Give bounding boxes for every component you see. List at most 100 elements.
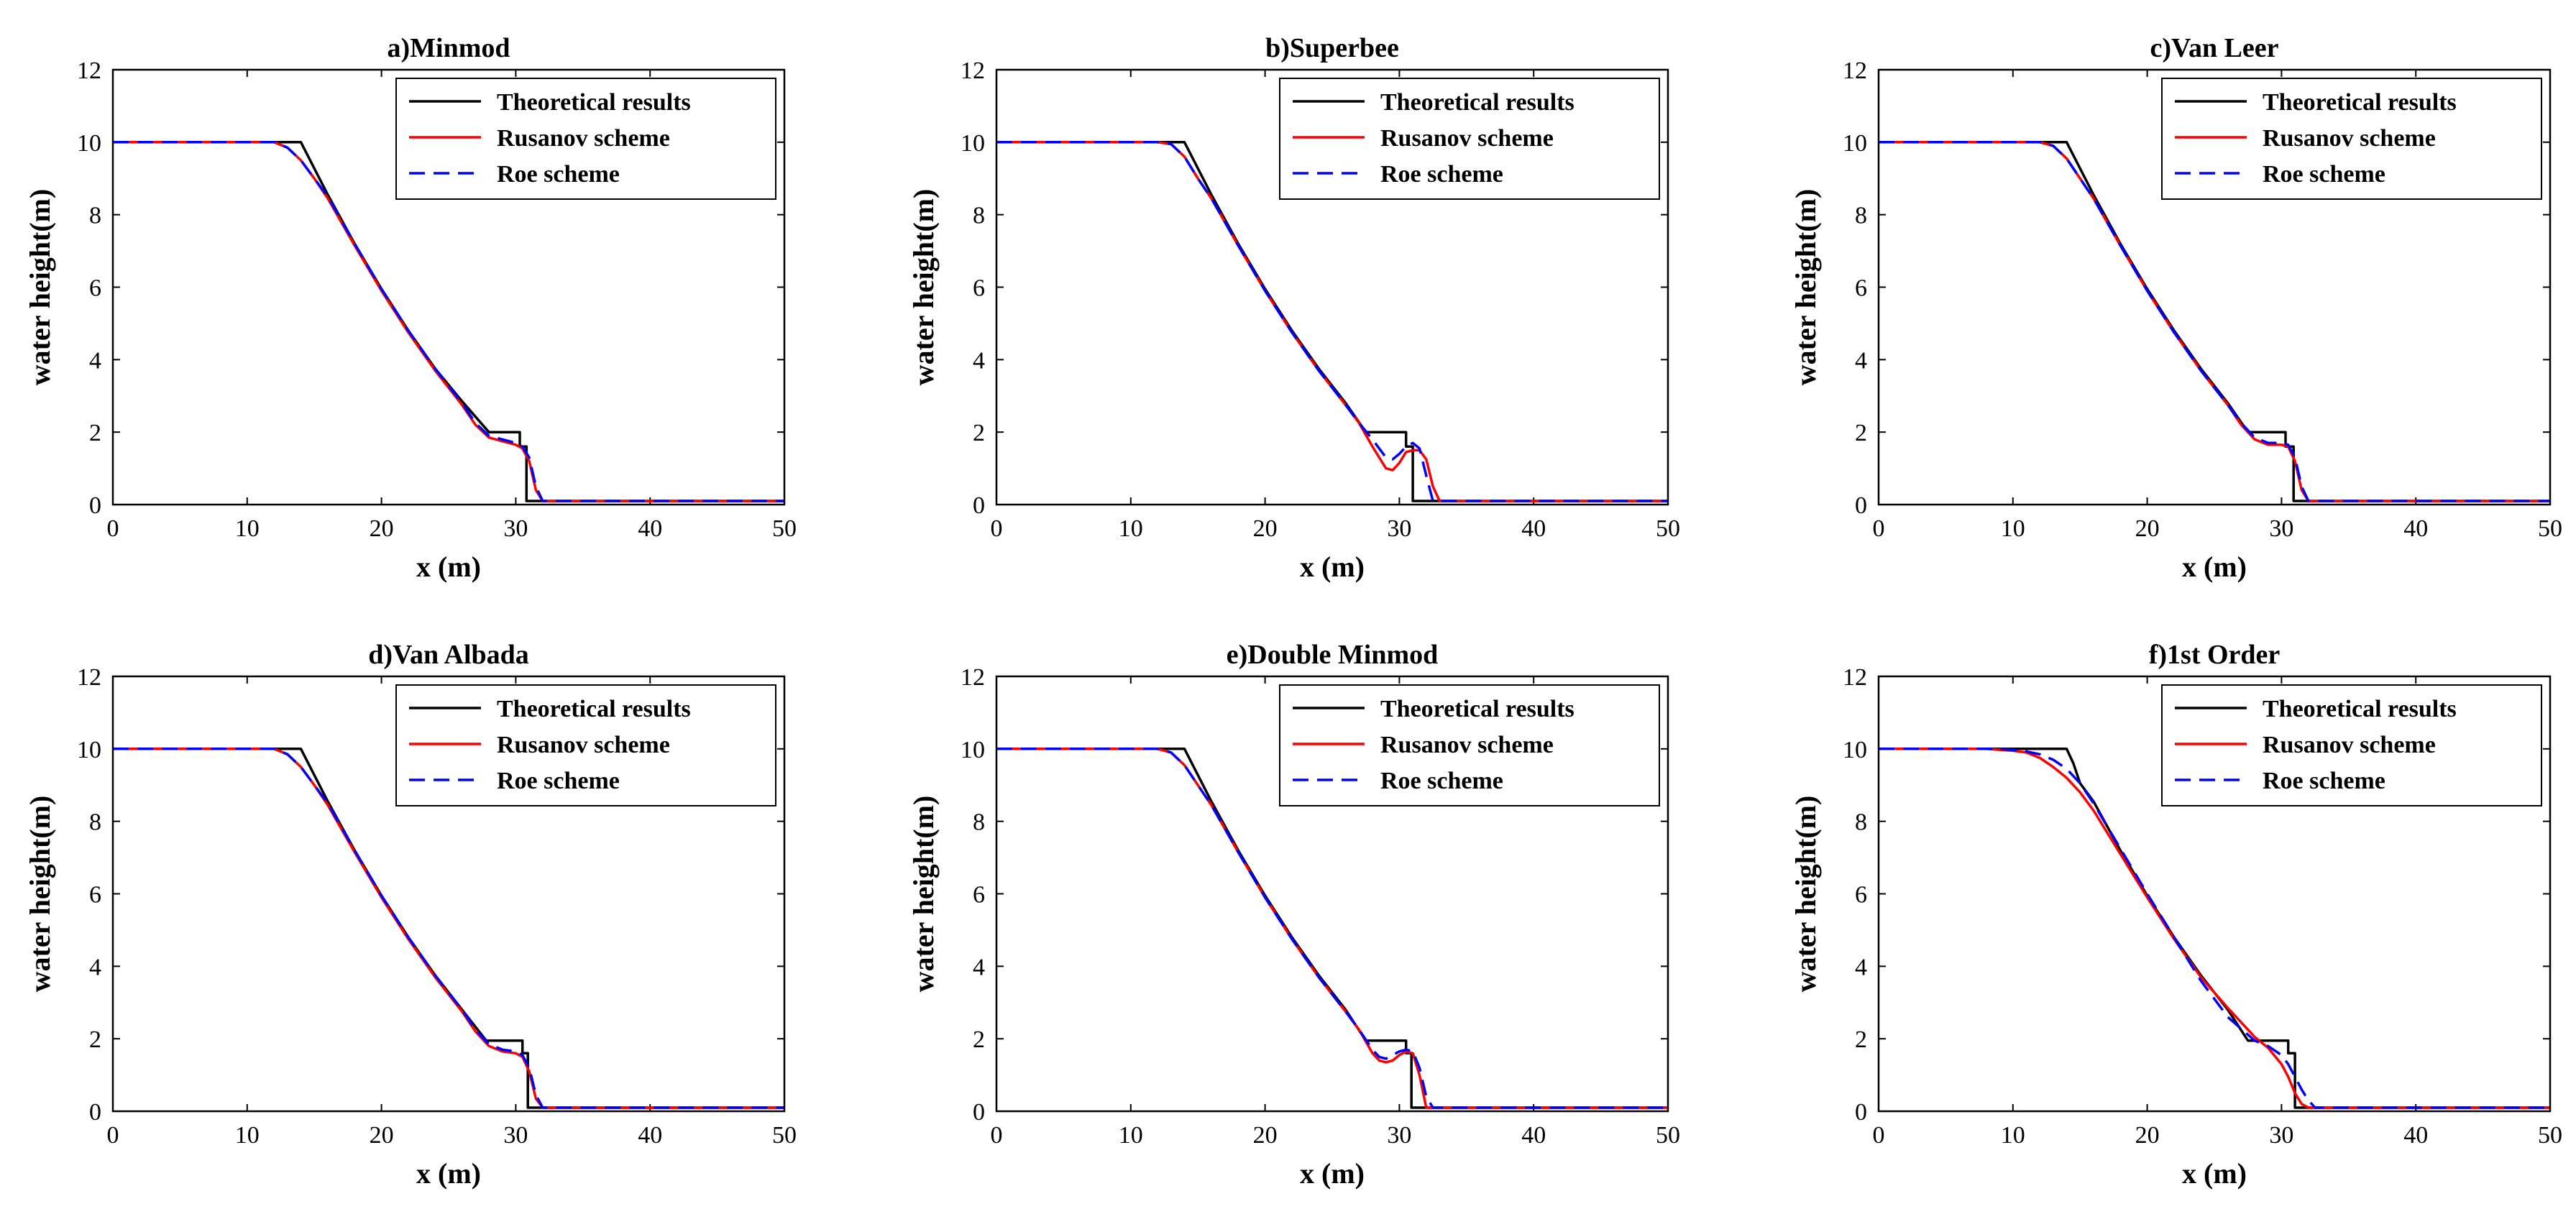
x-tick-label: 0 — [1873, 515, 1885, 542]
series-group — [1879, 141, 2550, 502]
x-tick-label: 20 — [1253, 1122, 1278, 1149]
subplot-d: d)Van Albada 0 10 20 30 40 50 0 2 4 6 8 10 12 x (m) wat… — [24, 640, 797, 1190]
x-axis-label: x (m) — [2182, 1157, 2247, 1190]
legend-box — [395, 78, 776, 200]
legend-label: Roe scheme — [497, 161, 620, 188]
legend-label: Theoretical results — [2263, 89, 2457, 116]
legend: Theoretical results Rusanov scheme Roe sch… — [1279, 78, 1660, 200]
y-tick-label: 6 — [1855, 882, 1867, 909]
y-tick-label: 0 — [89, 492, 101, 519]
x-tick-label: 30 — [1387, 1122, 1411, 1149]
y-tick-label: 8 — [89, 203, 101, 229]
x-tick-label: 0 — [991, 1122, 1003, 1149]
x-tick-label: 30 — [1387, 515, 1411, 542]
x-tick-label: 50 — [2538, 1122, 2562, 1149]
subplot-title: d)Van Albada — [368, 640, 529, 670]
axes-box — [1877, 68, 2552, 506]
subplot-f: f)1st Order 0 10 20 30 40 50 0 2 4 6 8 10 12 x (m) wate… — [1789, 640, 2562, 1190]
y-tick-label: 4 — [973, 347, 985, 374]
y-axis-label: water height(m) — [907, 796, 940, 993]
y-tick-label: 10 — [961, 737, 985, 763]
series-line-roe-scheme — [113, 748, 784, 1109]
legend-label: Rusanov scheme — [497, 732, 670, 758]
x-tick-label: 10 — [235, 1122, 260, 1149]
x-tick-label: 40 — [638, 515, 662, 542]
y-axis-label: water height(m) — [1789, 796, 1822, 993]
x-tick-label: 0 — [107, 515, 119, 542]
y-tick-label: 0 — [1855, 1099, 1867, 1126]
legend: Theoretical results Rusanov scheme Roe sch… — [395, 684, 776, 806]
y-tick-label: 12 — [1843, 58, 1867, 84]
subplot-title: a)Minmod — [388, 33, 510, 63]
subplot-title: c)Van Leer — [2150, 33, 2278, 63]
x-tick-label: 50 — [772, 1122, 797, 1149]
x-tick-label: 50 — [1656, 515, 1680, 542]
legend-box — [2161, 78, 2542, 200]
legend-label: Roe scheme — [2263, 161, 2385, 188]
y-tick-label: 8 — [973, 809, 985, 836]
y-tick-label: 4 — [1855, 954, 1867, 980]
x-tick-label: 10 — [235, 515, 260, 542]
y-tick-label: 2 — [89, 420, 101, 446]
legend-label: Roe scheme — [2263, 768, 2385, 794]
x-tick-label: 30 — [503, 515, 528, 542]
series-line-roe-scheme — [113, 141, 784, 502]
x-tick-label: 30 — [2269, 1122, 2293, 1149]
x-tick-label: 20 — [2135, 515, 2160, 542]
x-tick-label: 20 — [370, 1122, 394, 1149]
subplot-title: e)Double Minmod — [1227, 640, 1439, 670]
y-tick-label: 0 — [973, 1099, 985, 1126]
y-tick-label: 2 — [1855, 420, 1867, 446]
legend-label: Roe scheme — [1380, 768, 1503, 794]
y-tick-label: 6 — [973, 275, 985, 302]
legend-label: Theoretical results — [497, 89, 691, 116]
x-tick-label: 10 — [2001, 515, 2025, 542]
y-tick-label: 6 — [1855, 275, 1867, 302]
y-tick-label: 2 — [1855, 1026, 1867, 1053]
x-tick-label: 10 — [1119, 515, 1143, 542]
y-tick-label: 0 — [89, 1099, 101, 1126]
legend-label: Rusanov scheme — [2263, 732, 2436, 758]
y-tick-label: 6 — [973, 882, 985, 909]
legend-label: Rusanov scheme — [2263, 125, 2436, 152]
series-group — [113, 748, 784, 1109]
y-tick-label: 10 — [1843, 130, 1867, 157]
axes-box — [111, 675, 786, 1113]
x-tick-label: 40 — [638, 1122, 662, 1149]
x-axis-label: x (m) — [416, 1157, 481, 1190]
x-axis-label: x (m) — [1300, 1157, 1365, 1190]
y-tick-label: 10 — [1843, 737, 1867, 763]
legend-label: Rusanov scheme — [1380, 732, 1554, 758]
x-tick-label: 0 — [1873, 1122, 1885, 1149]
y-tick-label: 10 — [961, 130, 985, 157]
series-line-roe-scheme — [996, 748, 1668, 1109]
y-axis-label: water height(m) — [24, 189, 56, 386]
x-tick-label: 20 — [370, 515, 394, 542]
y-tick-label: 2 — [973, 420, 985, 446]
y-tick-label: 0 — [973, 492, 985, 519]
x-tick-label: 0 — [107, 1122, 119, 1149]
x-tick-label: 40 — [1521, 1122, 1546, 1149]
series-group — [113, 141, 784, 502]
x-axis-label: x (m) — [1300, 551, 1365, 583]
legend-box — [395, 684, 776, 806]
y-tick-label: 12 — [961, 664, 985, 691]
legend-label: Theoretical results — [1380, 696, 1575, 722]
legend-label: Theoretical results — [1380, 89, 1575, 116]
x-tick-label: 40 — [2403, 1122, 2428, 1149]
y-tick-label: 2 — [973, 1026, 985, 1053]
axes-box — [995, 68, 1669, 506]
x-tick-label: 0 — [991, 515, 1003, 542]
y-tick-label: 6 — [89, 275, 101, 302]
series-group — [1879, 748, 2550, 1109]
axes-box — [111, 68, 786, 506]
legend-box — [1279, 78, 1660, 200]
y-tick-label: 2 — [89, 1026, 101, 1053]
legend-label: Theoretical results — [2263, 696, 2457, 722]
y-axis-label: water height(m) — [24, 796, 56, 993]
x-tick-label: 40 — [1521, 515, 1546, 542]
y-tick-label: 8 — [1855, 809, 1867, 836]
x-tick-label: 20 — [2135, 1122, 2160, 1149]
